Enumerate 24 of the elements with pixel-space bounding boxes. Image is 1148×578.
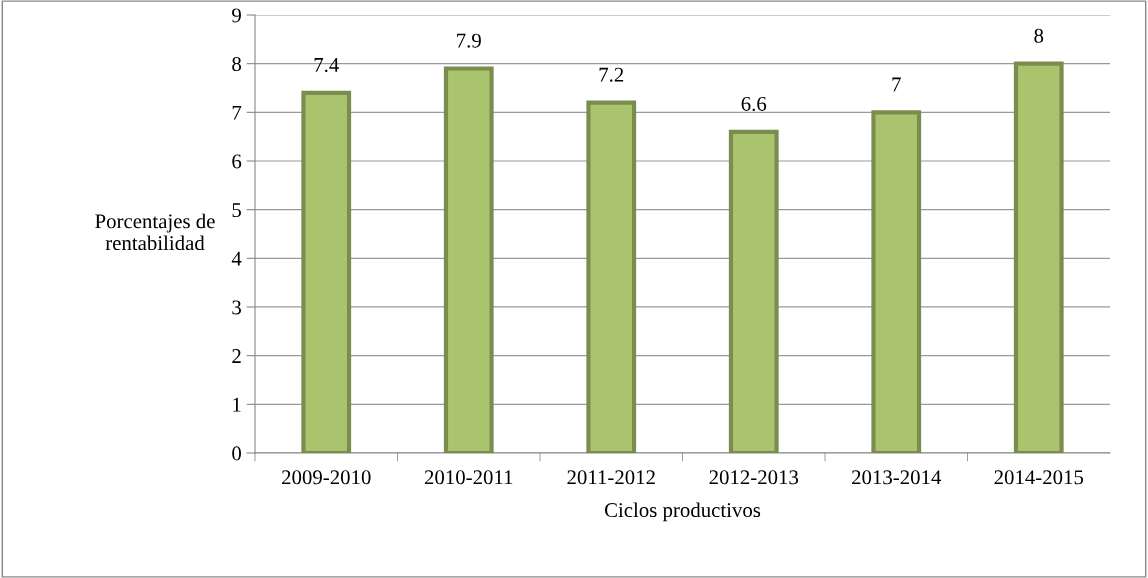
x-tick-label: 2013-2014 xyxy=(852,470,942,485)
y-tick-label: 3 xyxy=(232,300,241,315)
y-tick-label: 0 xyxy=(232,446,242,461)
y-axis-title: Porcentajes de rentabilidad xyxy=(95,213,215,251)
x-tick-label: 2011-2012 xyxy=(567,470,655,485)
y-tick-label: 5 xyxy=(232,203,241,218)
data-label: 8 xyxy=(1034,28,1044,43)
y-tick-label: 2 xyxy=(232,349,241,363)
y-tick-label: 1 xyxy=(233,397,241,412)
data-label: 7 xyxy=(892,77,901,92)
y-tick-label: 9 xyxy=(232,8,241,23)
x-axis-title: Ciclos productivos xyxy=(604,502,761,522)
data-label: 7.9 xyxy=(457,33,481,48)
y-tick-label: 6 xyxy=(232,154,242,169)
y-tick-label: 4 xyxy=(231,251,242,266)
x-tick-label: 2010-2011 xyxy=(424,470,513,485)
data-label: 7.2 xyxy=(599,67,624,82)
x-tick-label: 2014-2015 xyxy=(994,470,1084,485)
x-tick-label: 2009-2010 xyxy=(282,470,371,485)
y-tick-label: 7 xyxy=(232,105,242,120)
x-tick-label: 2012-2013 xyxy=(709,470,799,485)
data-label: 6.6 xyxy=(741,96,767,111)
data-label: 7.4 xyxy=(314,58,339,73)
y-tick-label: 8 xyxy=(232,57,242,72)
